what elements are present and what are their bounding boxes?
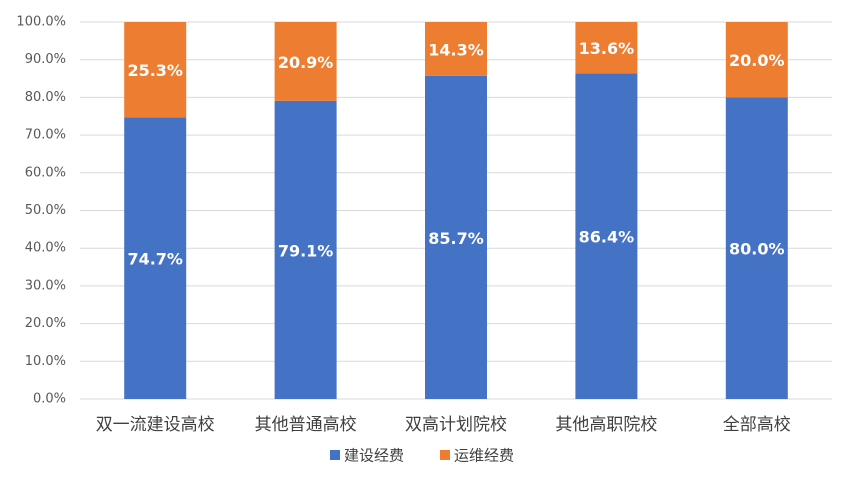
x-tick-label: 其他高职院校 (555, 415, 657, 435)
bar-segment (274, 100, 337, 399)
legend-label: 运维经费 (454, 447, 514, 465)
legend-swatch (330, 450, 340, 460)
y-tick-label: 100.0% (16, 15, 66, 30)
y-tick-label: 50.0% (25, 203, 66, 218)
legend-swatch (440, 450, 450, 460)
legend-label: 建设经费 (344, 447, 404, 465)
bar-segment (725, 22, 788, 98)
x-tick-label: 双高计划院校 (405, 415, 507, 435)
data-label: 74.7% (127, 250, 183, 269)
data-label: 25.3% (127, 61, 183, 80)
x-tick-label: 双一流建设高校 (96, 415, 215, 435)
y-tick-label: 60.0% (25, 165, 66, 180)
bar-segment (425, 22, 487, 76)
y-tick-label: 30.0% (25, 278, 66, 293)
bar-segment (124, 22, 187, 118)
data-label: 86.4% (579, 228, 635, 247)
data-label: 20.0% (729, 51, 785, 70)
x-tick-label: 其他普通高校 (255, 415, 357, 435)
y-tick-label: 20.0% (25, 316, 66, 331)
bar-segment (725, 97, 788, 400)
bar-segment (575, 22, 638, 74)
bar-segment (124, 117, 187, 400)
y-tick-label: 80.0% (25, 90, 66, 105)
data-label: 79.1% (278, 241, 334, 260)
y-tick-label: 10.0% (25, 354, 66, 369)
data-label: 20.9% (278, 53, 334, 72)
y-tick-label: 90.0% (25, 52, 66, 67)
bar-segment (575, 73, 638, 399)
bar-segment (425, 75, 487, 399)
x-tick-label: 全部高校 (723, 415, 791, 435)
y-tick-label: 0.0% (33, 392, 66, 407)
y-tick-label: 40.0% (25, 241, 66, 256)
bar-segment (274, 22, 337, 101)
data-label: 80.0% (729, 240, 785, 259)
y-tick-label: 70.0% (25, 128, 66, 143)
data-label: 14.3% (428, 40, 484, 59)
data-label: 85.7% (428, 229, 484, 248)
data-label: 13.6% (579, 39, 635, 58)
